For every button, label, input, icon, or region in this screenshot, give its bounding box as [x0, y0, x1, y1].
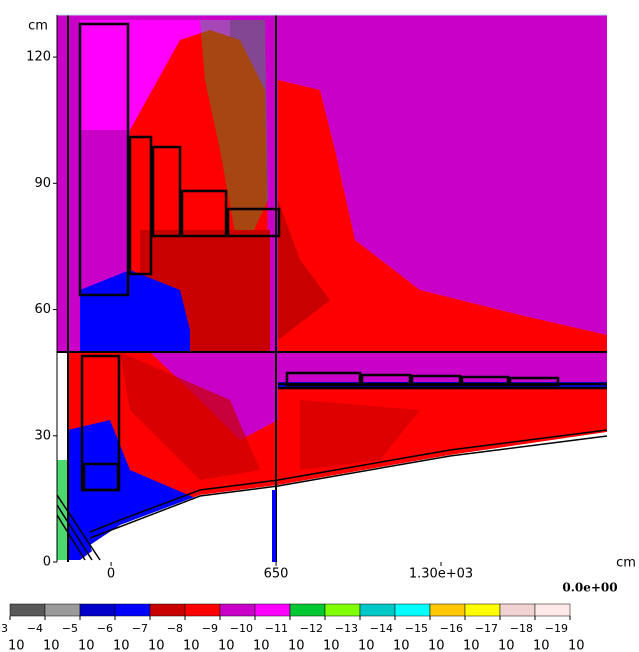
region — [80, 270, 190, 352]
x-tick-label: 0 — [107, 567, 115, 582]
outlines — [56, 15, 608, 562]
colorbar-base: 10 — [183, 639, 200, 652]
outline — [151, 145, 182, 238]
colorbar-min-label: 0.0e+00 — [562, 581, 617, 595]
colorbar-exponent: −8 — [167, 622, 183, 635]
colorbar-exponent: −16 — [440, 622, 463, 635]
colorbar-base: 10 — [463, 639, 480, 652]
colorbar-exponent: −6 — [97, 622, 113, 635]
region — [68, 420, 200, 560]
colorbar-cell — [464, 603, 501, 617]
colorbar-exponent: −17 — [475, 622, 498, 635]
colorbar-exponent: −4 — [27, 622, 43, 635]
outline — [226, 207, 281, 238]
colorbar-exponent: −18 — [510, 622, 533, 635]
colorbar-exponent: −11 — [265, 622, 288, 635]
colorbar-exponent: −10 — [230, 622, 253, 635]
y-tick-label: 0 — [43, 555, 51, 570]
colorbar-exponent: −13 — [335, 622, 358, 635]
colorbar-base: 10 — [148, 639, 165, 652]
y-axis-label: cm — [28, 19, 48, 34]
colorbar-base: 10 — [288, 639, 305, 652]
colorbar-base: 10 — [498, 639, 515, 652]
colorbar-cell — [429, 603, 466, 617]
outline — [128, 135, 153, 276]
x-tick-label: 1.30e+03 — [409, 567, 473, 582]
colorbar-exponent: −5 — [62, 622, 78, 635]
colorbar-base: 10 — [8, 639, 25, 652]
x-tick-label: 650 — [264, 567, 289, 582]
colorbar-cell — [79, 603, 116, 617]
outline — [82, 462, 120, 492]
colorbar-base: 10 — [113, 639, 130, 652]
region — [278, 80, 607, 352]
region — [300, 400, 420, 470]
colorbar-base: 10 — [568, 639, 585, 652]
colorbar-cell — [499, 603, 536, 617]
region — [90, 432, 607, 560]
colorbar-base: 10 — [428, 639, 445, 652]
y-tick-label: 90 — [34, 176, 51, 191]
outline — [57, 15, 607, 562]
colorbar-exponent: −7 — [132, 622, 148, 635]
colorbar-base: 10 — [393, 639, 410, 652]
colorbar-cell — [254, 603, 291, 617]
outline — [89, 435, 608, 539]
outline — [278, 382, 607, 390]
colorbar-base: 10 — [323, 639, 340, 652]
colorbar-cell — [359, 603, 396, 617]
region — [120, 352, 260, 480]
colorbar-cell — [394, 603, 431, 617]
region — [278, 200, 330, 340]
colorbar-cell — [114, 603, 151, 617]
region — [272, 490, 276, 562]
colorbar-cell — [289, 603, 326, 617]
colorbar-exponent: −9 — [202, 622, 218, 635]
y-tick-label: 120 — [26, 50, 51, 65]
colorbar-cell — [534, 603, 571, 617]
region — [57, 460, 68, 560]
colorbar-base: 10 — [533, 639, 550, 652]
colorbar-cell — [44, 603, 81, 617]
y-tick-label: 60 — [34, 302, 51, 317]
colorbar-base: 10 — [253, 639, 270, 652]
y-tick-label: 30 — [34, 428, 51, 443]
colorbar-exponent: −12 — [300, 622, 323, 635]
outline — [78, 22, 130, 297]
heatmap — [57, 15, 607, 560]
colorbar-base: 10 — [358, 639, 375, 652]
outline — [89, 429, 608, 533]
region — [200, 20, 268, 260]
colorbar-exponent: −15 — [405, 622, 428, 635]
colorbar-base: 10 — [78, 639, 95, 652]
colorbar-cell — [184, 603, 221, 617]
colorbar-base: 10 — [218, 639, 235, 652]
outline — [56, 494, 101, 561]
outline — [180, 189, 228, 238]
colorbar-exponent: −19 — [545, 622, 568, 635]
colorbar-cell — [324, 603, 361, 617]
colorbar-cell — [9, 603, 46, 617]
colorbar-cell — [149, 603, 186, 617]
colorbar-exponent: −14 — [370, 622, 393, 635]
x-axis-label: cm — [616, 556, 636, 571]
colorbar-cell — [219, 603, 256, 617]
colorbar-exponent: −3 — [0, 622, 8, 635]
colorbar-base: 10 — [43, 639, 60, 652]
